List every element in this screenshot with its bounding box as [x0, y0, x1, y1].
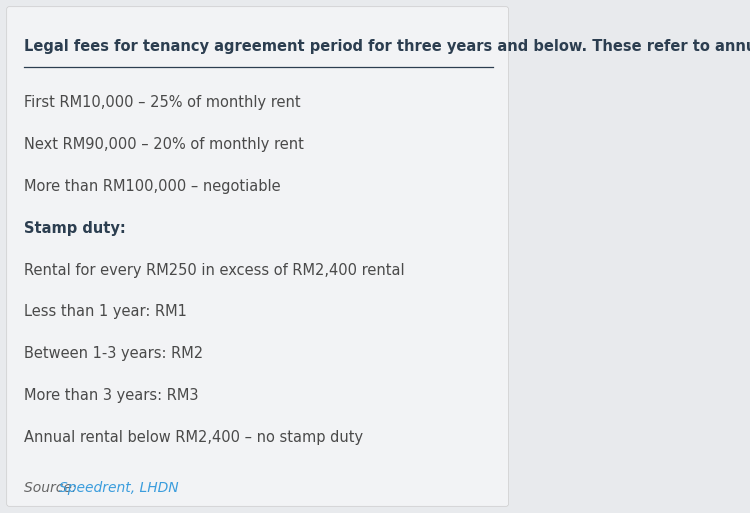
- Text: Rental for every RM250 in excess of RM2,400 rental: Rental for every RM250 in excess of RM2,…: [25, 263, 405, 278]
- Text: Legal fees for tenancy agreement period for three years and below. These refer t: Legal fees for tenancy agreement period …: [25, 40, 750, 54]
- Text: First RM10,000 – 25% of monthly rent: First RM10,000 – 25% of monthly rent: [25, 95, 301, 110]
- Text: Next RM90,000 – 20% of monthly rent: Next RM90,000 – 20% of monthly rent: [25, 137, 304, 152]
- Text: More than 3 years: RM3: More than 3 years: RM3: [25, 388, 199, 403]
- Text: More than RM100,000 – negotiable: More than RM100,000 – negotiable: [25, 179, 281, 194]
- Text: Source:: Source:: [25, 481, 81, 495]
- Text: Between 1-3 years: RM2: Between 1-3 years: RM2: [25, 346, 203, 361]
- Text: Stamp duty:: Stamp duty:: [25, 221, 126, 235]
- FancyBboxPatch shape: [7, 7, 509, 506]
- Text: Speedrent, LHDN: Speedrent, LHDN: [59, 481, 178, 495]
- Text: Less than 1 year: RM1: Less than 1 year: RM1: [25, 304, 188, 320]
- Text: Annual rental below RM2,400 – no stamp duty: Annual rental below RM2,400 – no stamp d…: [25, 430, 364, 445]
